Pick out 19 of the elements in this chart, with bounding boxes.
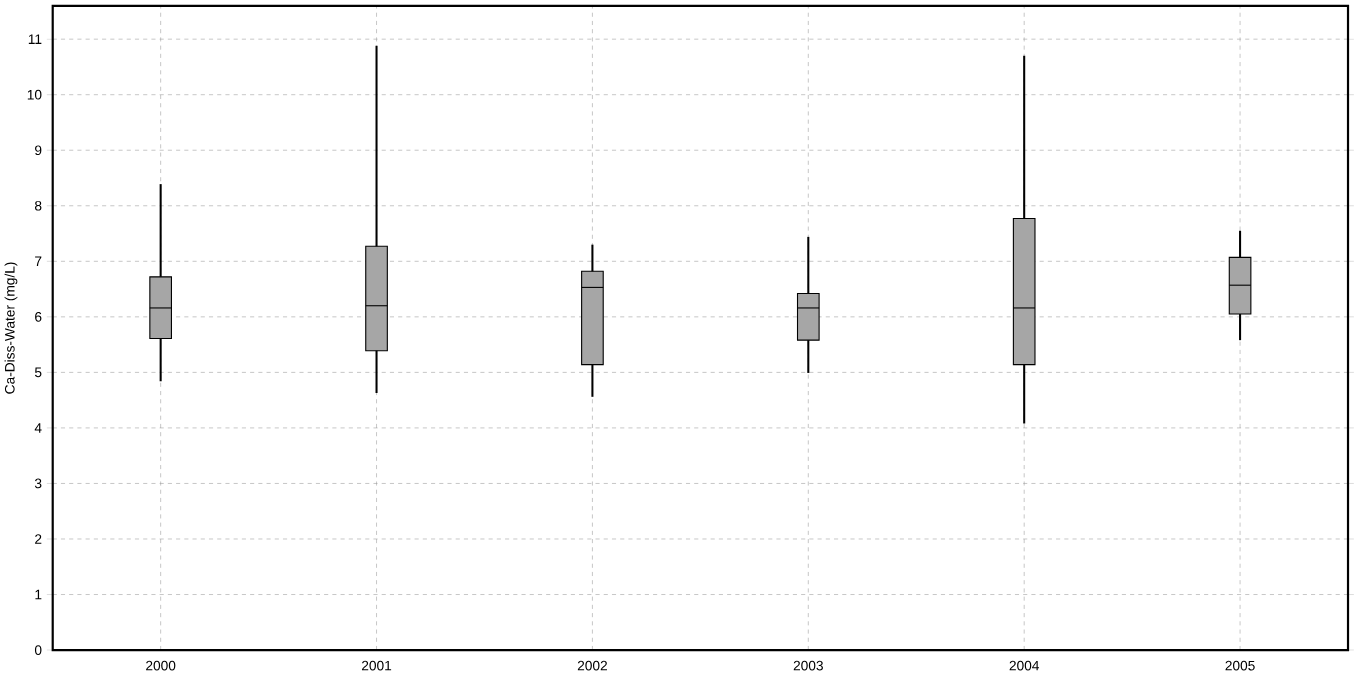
y-tick-label: 4: [34, 423, 42, 433]
x-tick-label: 2000: [146, 660, 176, 671]
y-tick-label: 1: [35, 589, 42, 600]
y-axis-title: Ca-Diss-Water (mg/L): [4, 262, 18, 394]
x-tick-label: 2001: [361, 660, 392, 671]
y-tick-label: 7: [35, 256, 42, 267]
x-tick-label: 2005: [1225, 660, 1255, 671]
x-tick-label: 2002: [577, 660, 607, 671]
y-tick-label: 8: [34, 200, 42, 211]
y-tick-label: 9: [35, 145, 42, 156]
x-tick-label: 2004: [1009, 660, 1040, 671]
y-tick-label: 2: [35, 534, 42, 544]
y-tick-label: 5: [34, 367, 42, 378]
y-tick-label: 0: [34, 645, 42, 655]
y-tick-label: 11: [28, 34, 42, 44]
y-tick-label: 10: [27, 89, 42, 100]
y-tick-label: 6: [35, 311, 42, 322]
x-tick-label: 2003: [793, 660, 823, 671]
y-tick-label: 3: [34, 478, 42, 489]
